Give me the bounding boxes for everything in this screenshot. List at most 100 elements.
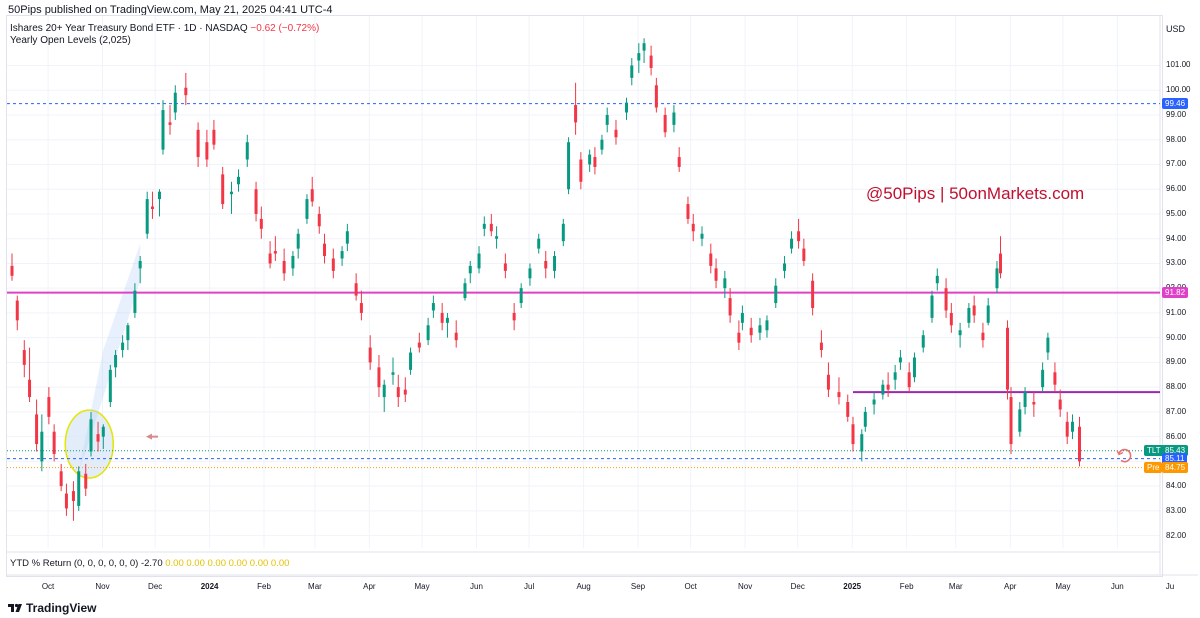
- candle: [614, 119, 618, 145]
- watermark-text: @50Pips | 50onMarkets.com: [866, 184, 1085, 203]
- candle: [972, 295, 976, 323]
- candle: [305, 194, 309, 224]
- candle: [101, 424, 105, 450]
- price-badge: 85.11: [1162, 453, 1188, 465]
- candle: [495, 226, 499, 249]
- candle-body: [482, 223, 486, 229]
- x-tick-label: Nov: [95, 582, 110, 591]
- candle: [654, 77, 658, 113]
- candle: [826, 362, 830, 398]
- candle-body: [1006, 327, 1010, 390]
- y-tick-label: 88.00: [1166, 382, 1187, 392]
- candle-body: [323, 243, 327, 257]
- candle: [138, 256, 142, 284]
- candle: [691, 213, 695, 242]
- candle: [981, 322, 985, 348]
- candle: [672, 105, 676, 133]
- candle: [35, 399, 39, 452]
- candle: [468, 260, 472, 284]
- candle-body: [921, 335, 925, 348]
- candle: [64, 483, 68, 516]
- candle: [126, 322, 130, 351]
- candle-body: [1023, 392, 1027, 407]
- candle-body: [837, 392, 841, 398]
- candle-body: [912, 357, 916, 378]
- candle-body: [872, 399, 876, 405]
- candle: [642, 38, 646, 64]
- footer[interactable]: TradingView: [8, 601, 96, 615]
- candle-body: [898, 357, 902, 363]
- candle-body: [579, 159, 583, 182]
- y-tick-label: 90.00: [1166, 332, 1187, 342]
- x-tick-label: Jun: [1110, 582, 1124, 591]
- candle-body: [121, 342, 125, 351]
- candle-body: [22, 350, 26, 365]
- arrow-left-icon: [146, 433, 152, 440]
- candle-body: [236, 176, 240, 185]
- symbol-legend[interactable]: Ishares 20+ Year Treasury Bond ETF · 1D …: [10, 23, 319, 34]
- candle-body: [145, 199, 149, 234]
- candle-body: [944, 288, 948, 311]
- candle: [317, 206, 321, 234]
- candle-body: [512, 312, 516, 321]
- candle-body: [1053, 372, 1057, 385]
- candle: [528, 263, 532, 286]
- candle: [758, 317, 762, 341]
- candle: [454, 320, 458, 348]
- candle-body: [790, 238, 794, 249]
- candle-body: [126, 325, 130, 341]
- candle-body: [958, 330, 962, 336]
- candle-body: [749, 327, 753, 336]
- candle-body: [986, 305, 990, 323]
- candle-body: [981, 332, 985, 341]
- candle: [221, 166, 225, 210]
- candle-body: [77, 471, 81, 506]
- candle-body: [1046, 337, 1050, 353]
- candle: [1070, 414, 1074, 440]
- ytd-indicator-legend[interactable]: YTD % Return (0, 0, 0, 0, 0, 0) -2.70 0.…: [10, 558, 289, 569]
- candle-body: [296, 233, 300, 249]
- candle-body: [600, 139, 604, 150]
- candle: [600, 134, 604, 155]
- candle-body: [593, 157, 597, 167]
- candle-body: [811, 280, 815, 308]
- currency-label[interactable]: USD: [1166, 24, 1186, 34]
- candle-body: [245, 142, 249, 160]
- x-tick-label: Oct: [684, 582, 697, 591]
- candle-body: [138, 260, 142, 269]
- candle-body: [700, 233, 704, 239]
- y-tick-label: 97.00: [1166, 159, 1187, 169]
- candle: [157, 189, 161, 217]
- candle: [71, 481, 75, 521]
- candle: [354, 273, 358, 301]
- indicator-legend[interactable]: Yearly Open Levels (2,025): [10, 35, 131, 46]
- annotations: [146, 433, 1132, 463]
- candle-body: [161, 110, 165, 150]
- candle-body: [382, 384, 386, 398]
- candle-body: [212, 129, 216, 145]
- candle-body: [114, 354, 118, 368]
- candle: [196, 122, 200, 167]
- candle-body: [345, 231, 349, 244]
- candle: [229, 181, 233, 214]
- candle-body: [221, 174, 225, 205]
- candle-body: [445, 317, 449, 323]
- candle-body: [59, 471, 63, 487]
- x-tick-label: Jun: [470, 582, 483, 591]
- candle-body: [310, 189, 314, 202]
- y-tick-label: 101.00: [1166, 60, 1191, 70]
- candle-body: [71, 491, 75, 501]
- y-tick-label: 82.00: [1166, 530, 1187, 540]
- candle-body: [340, 251, 344, 259]
- candle-body: [765, 320, 769, 331]
- candle-body: [133, 290, 137, 313]
- y-tick-label: 84.00: [1166, 481, 1187, 491]
- x-tick-label: Sep: [630, 582, 646, 591]
- candle: [790, 231, 794, 254]
- y-tick-label: 96.00: [1166, 184, 1187, 194]
- candle: [630, 58, 634, 86]
- price-tag: Pre: [1144, 462, 1163, 474]
- candle-body: [728, 298, 732, 316]
- candle: [860, 429, 864, 462]
